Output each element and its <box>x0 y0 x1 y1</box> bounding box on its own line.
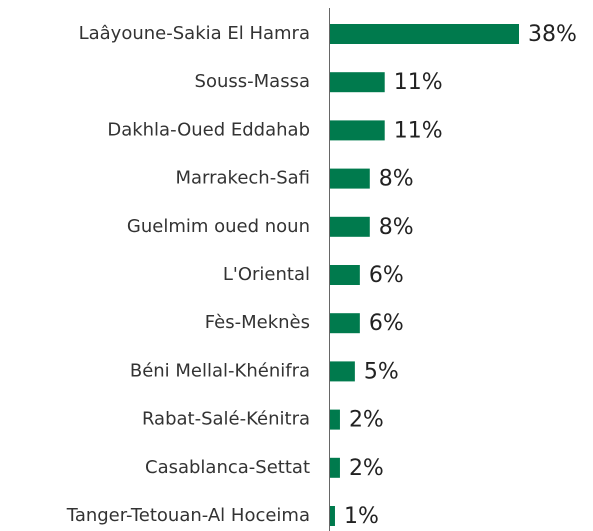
bar <box>330 457 340 478</box>
value-label: 38% <box>528 22 577 47</box>
value-label: 2% <box>349 408 384 433</box>
value-label: 2% <box>349 456 384 481</box>
bar <box>330 506 335 526</box>
category-label: Fès-Meknès <box>205 312 310 333</box>
value-label: 8% <box>379 215 414 240</box>
category-label: Casablanca-Settat <box>145 457 310 478</box>
bar <box>330 120 385 141</box>
value-label: 1% <box>344 504 379 529</box>
bar <box>330 265 360 285</box>
category-label: Laâyoune-Sakia El Hamra <box>79 23 310 44</box>
bar <box>330 72 385 93</box>
value-label: 6% <box>369 263 404 288</box>
value-label: 6% <box>369 311 404 336</box>
category-label: Tanger-Tetouan-Al Hoceima <box>66 505 310 526</box>
category-label: Souss-Massa <box>195 71 310 92</box>
bar <box>330 361 355 382</box>
category-label: Béni Mellal-Khénifra <box>130 360 310 381</box>
bar <box>330 168 370 189</box>
category-label: Dakhla-Oued Eddahab <box>107 119 310 140</box>
value-label: 11% <box>394 70 443 95</box>
value-label: 8% <box>379 167 414 192</box>
category-label: L'Oriental <box>223 264 310 285</box>
category-label: Marrakech-Safi <box>175 168 310 189</box>
value-label: 5% <box>364 359 399 384</box>
category-label: Rabat-Salé-Kénitra <box>142 409 310 430</box>
value-label: 11% <box>394 118 443 143</box>
bar <box>330 24 519 44</box>
bar <box>330 216 370 237</box>
category-label: Guelmim oued noun <box>127 216 310 237</box>
bar <box>330 313 360 334</box>
bar <box>330 409 340 430</box>
